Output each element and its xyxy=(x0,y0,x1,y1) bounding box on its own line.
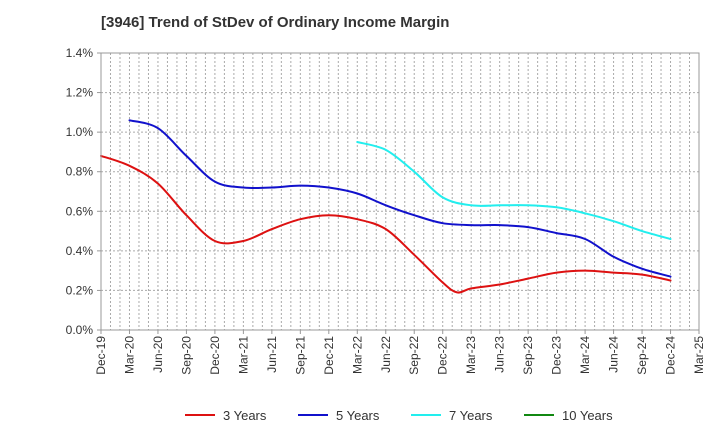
x-tick-label: Mar-25 xyxy=(692,336,706,374)
x-tick-label: Sep-20 xyxy=(179,336,193,375)
series-line-3-years xyxy=(100,154,672,294)
x-tick-label: Sep-24 xyxy=(635,336,649,375)
y-tick-label: 0.8% xyxy=(66,165,94,179)
legend-label-10-years: 10 Years xyxy=(562,408,613,423)
y-axis-ticks: 0.0% 0.2% 0.4% 0.6% 0.8% 1.0% 1.2% 1.4% xyxy=(66,46,101,337)
x-tick-label: Dec-23 xyxy=(550,336,564,375)
plot-frame xyxy=(100,52,700,331)
x-tick-label: Sep-22 xyxy=(407,336,421,375)
y-tick-label: 0.4% xyxy=(66,244,94,258)
grid xyxy=(101,52,699,330)
x-tick-label: Dec-22 xyxy=(436,336,450,375)
x-tick-label: Jun-20 xyxy=(151,336,165,373)
legend-label-5-years: 5 Years xyxy=(336,408,380,423)
y-tick-label: 1.2% xyxy=(66,86,94,100)
x-tick-label: Dec-21 xyxy=(322,336,336,375)
x-tick-label: Jun-22 xyxy=(379,336,393,373)
x-tick-label: Dec-24 xyxy=(664,336,678,375)
series-line-7-years xyxy=(356,141,672,240)
x-axis-ticks: Dec-19 Mar-20 Jun-20 Sep-20 Dec-20 Mar-21 Jun-… xyxy=(94,330,706,375)
series-lines xyxy=(100,119,672,294)
x-tick-label: Jun-23 xyxy=(493,336,507,373)
x-tick-label: Jun-24 xyxy=(607,336,621,373)
legend-label-7-years: 7 Years xyxy=(449,408,493,423)
x-tick-label: Mar-22 xyxy=(350,336,364,374)
y-tick-label: 1.4% xyxy=(66,46,94,60)
y-tick-label: 0.2% xyxy=(66,283,94,297)
y-tick-label: 1.0% xyxy=(66,125,94,139)
x-tick-label: Mar-21 xyxy=(236,336,250,374)
legend: 3 Years 5 Years 7 Years 10 Years xyxy=(185,408,613,423)
x-tick-label: Mar-24 xyxy=(578,336,592,374)
chart-title: [3946] Trend of StDev of Ordinary Income… xyxy=(101,14,450,31)
x-tick-label: Sep-21 xyxy=(293,336,307,375)
x-tick-label: Dec-19 xyxy=(94,336,108,375)
y-tick-label: 0.6% xyxy=(66,204,94,218)
y-tick-label: 0.0% xyxy=(66,323,94,337)
x-tick-label: Mar-23 xyxy=(464,336,478,374)
series-line-5-years xyxy=(128,119,672,278)
legend-label-3-years: 3 Years xyxy=(223,408,267,423)
x-tick-label: Jun-21 xyxy=(265,336,279,373)
x-tick-label: Sep-23 xyxy=(521,336,535,375)
x-tick-label: Mar-20 xyxy=(122,336,136,374)
x-tick-label: Dec-20 xyxy=(208,336,222,375)
